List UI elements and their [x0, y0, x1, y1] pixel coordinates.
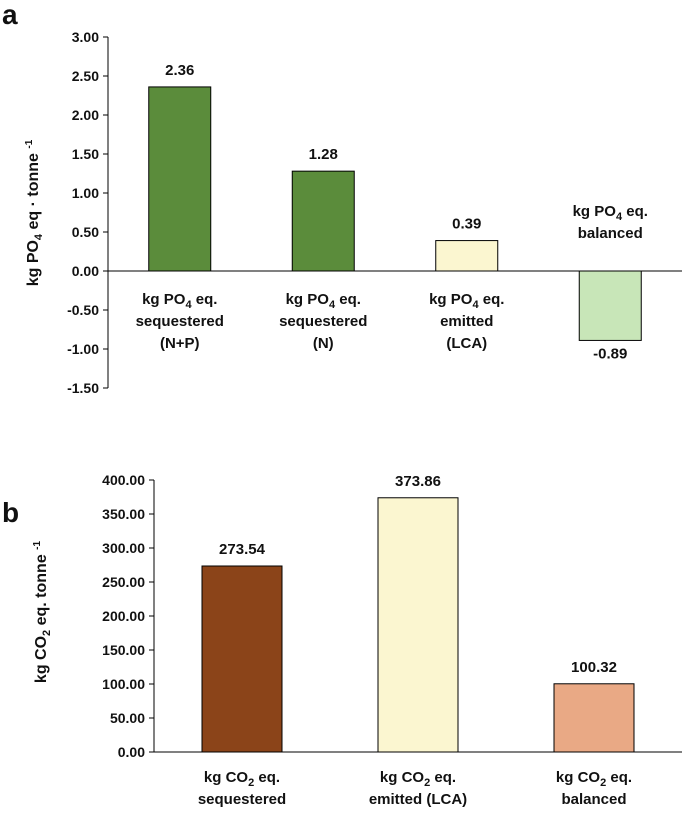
panel-a-category-labels: kg PO4 eq. sequestered (N+P) kg PO4 eq. sequ… [136, 203, 648, 352]
panel-b: b kg CO2 eq. tonne -1 0.00 50.00 100.00 150… [2, 472, 682, 808]
panel-b-y-tick-label: 50.00 [110, 710, 145, 726]
panel-a-y-tick-label: 2.00 [72, 107, 99, 123]
panel-a-value-label: 1.28 [309, 146, 338, 163]
panel-b-y-tick-label: 100.00 [102, 676, 145, 692]
panel-a-bar [291, 170, 355, 272]
panel-b-y-axis-label: kg CO2 eq. tonne -1 [32, 540, 53, 683]
panel-a-y-ticks: -1.50 -1.00 -0.50 0.00 0.50 1.00 1.50 2.00 2.50 3… [67, 29, 108, 396]
panel-a-letter: a [2, 0, 18, 30]
panel-a-bars [148, 86, 642, 341]
panel-a-value-label: -0.89 [593, 345, 627, 362]
panel-b-bar [377, 497, 459, 753]
panel-b-y-tick-label: 350.00 [102, 506, 145, 522]
panel-b-value-label: 373.86 [395, 473, 441, 490]
panel-b-category-label: emitted (LCA) [369, 791, 467, 808]
panel-b-category-label: kg CO2 eq. [380, 769, 456, 789]
panel-a-y-tick-label: 0.50 [72, 224, 99, 240]
panel-a-category-label: kg PO4 eq. [573, 203, 648, 223]
panel-a: a kg PO4 eq · tonne -1 -1.50 -1.00 -0.50 0.… [2, 0, 682, 396]
panel-b-y-tick-label: 0.00 [118, 744, 145, 760]
panel-a-category-label: (LCA) [446, 335, 487, 352]
panel-a-category-label: kg PO4 eq. [142, 291, 217, 311]
panel-a-y-tick-label: 2.50 [72, 68, 99, 84]
panel-a-category-label: kg PO4 eq. [429, 291, 504, 311]
panel-b-value-labels: 273.54 373.86 100.32 [219, 473, 617, 676]
panel-a-y-tick-label: 0.00 [72, 263, 99, 279]
panel-a-value-labels: 2.36 1.28 0.39 -0.89 [165, 62, 627, 363]
panel-a-y-tick-label: 1.50 [72, 146, 99, 162]
panel-b-category-labels: kg CO2 eq. sequestered kg CO2 eq. emitted (… [198, 769, 632, 808]
panel-b-y-tick-label: 200.00 [102, 608, 145, 624]
panel-b-y-tick-label: 400.00 [102, 472, 145, 488]
panel-a-category-label: kg PO4 eq. [286, 291, 361, 311]
panel-b-y-tick-label: 250.00 [102, 574, 145, 590]
panel-b-category-label: kg CO2 eq. [556, 769, 632, 789]
panel-a-y-tick-label: -1.50 [67, 380, 99, 396]
panel-b-bars [201, 497, 635, 753]
panel-b-category-label: balanced [561, 791, 626, 808]
panel-b-category-label: sequestered [198, 791, 286, 808]
panel-a-value-label: 0.39 [452, 216, 481, 233]
panel-b-bar [553, 683, 635, 753]
panel-a-category-label: emitted [440, 313, 493, 330]
panel-a-category-label: balanced [578, 225, 643, 242]
panel-b-y-ticks: 0.00 50.00 100.00 150.00 200.00 250.00 300.00 3… [102, 472, 154, 760]
panel-b-y-tick-label: 150.00 [102, 642, 145, 658]
panel-b-y-tick-label: 300.00 [102, 540, 145, 556]
panel-a-y-tick-label: -0.50 [67, 302, 99, 318]
panel-a-y-axis-label: kg PO4 eq · tonne -1 [24, 139, 45, 286]
panel-b-category-label: kg CO2 eq. [204, 769, 280, 789]
panel-a-bar [148, 86, 212, 272]
panel-a-y-tick-label: -1.00 [67, 341, 99, 357]
panel-b-letter: b [2, 497, 19, 528]
panel-a-y-tick-label: 3.00 [72, 29, 99, 45]
panel-a-category-label: (N+P) [160, 335, 200, 352]
panel-b-value-label: 273.54 [219, 541, 266, 558]
panel-b-bar [201, 565, 283, 753]
panel-a-bar [578, 270, 642, 341]
panel-a-value-label: 2.36 [165, 62, 194, 79]
panel-a-bar [435, 240, 499, 272]
panel-a-y-tick-label: 1.00 [72, 185, 99, 201]
panel-a-category-label: sequestered [279, 313, 367, 330]
panel-a-category-label: sequestered [136, 313, 224, 330]
panel-b-value-label: 100.32 [571, 659, 617, 676]
panel-a-category-label: (N) [313, 335, 334, 352]
